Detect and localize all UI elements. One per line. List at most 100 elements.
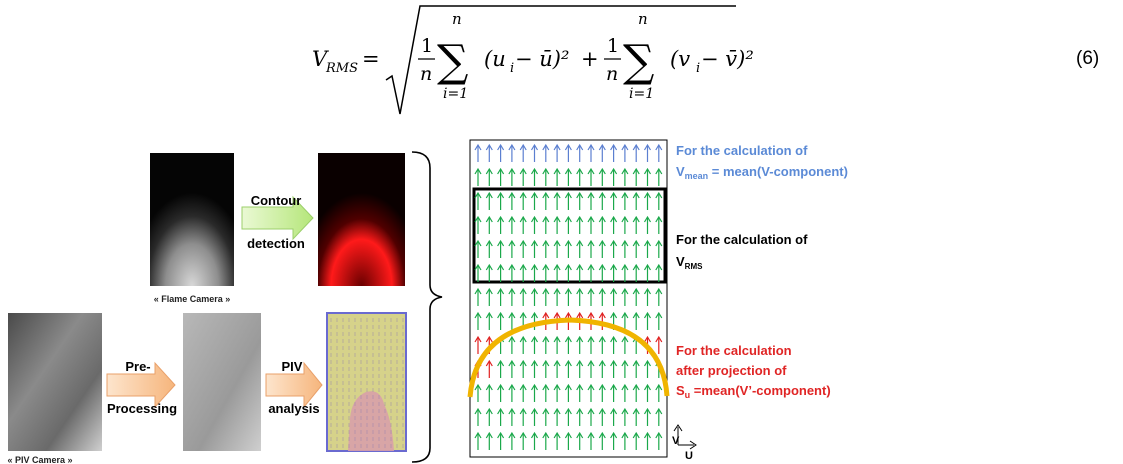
velocity-arrow — [598, 335, 606, 354]
velocity-arrow — [519, 431, 527, 450]
velocity-arrow — [519, 239, 527, 258]
flame-camera-image — [150, 153, 234, 286]
velocity-arrow — [553, 383, 561, 402]
velocity-arrow — [508, 407, 516, 426]
piv-analysis-arrow — [265, 361, 323, 409]
velocity-arrow — [598, 359, 606, 378]
velocity-arrow — [564, 383, 572, 402]
piv-label-1: PIV — [282, 359, 303, 374]
velocity-arrow — [576, 359, 584, 378]
velocity-arrow — [587, 287, 595, 306]
velocity-arrow — [643, 167, 652, 186]
velocity-arrow — [530, 407, 539, 426]
velocity-arrow — [564, 239, 572, 258]
velocity-arrow — [598, 263, 606, 282]
velocity-arrow — [542, 383, 550, 402]
velocity-arrow — [508, 143, 516, 162]
velocity-arrow — [643, 239, 652, 258]
velocity-arrow — [485, 167, 493, 186]
su-label-line2: after projection of — [676, 363, 787, 378]
velocity-arrow — [655, 167, 663, 186]
velocity-arrow — [553, 143, 561, 162]
velocity-arrow — [643, 191, 652, 210]
velocity-arrow — [485, 311, 493, 330]
velocity-arrow — [530, 215, 539, 234]
velocity-arrow — [610, 167, 618, 186]
velocity-arrow — [474, 239, 482, 258]
velocity-arrow — [621, 239, 629, 258]
velocity-arrow — [621, 359, 629, 378]
velocity-arrow — [508, 431, 516, 450]
velocity-arrow — [530, 431, 539, 450]
eq-term1-rest: − ū)² — [515, 47, 569, 71]
velocity-arrow — [576, 335, 584, 354]
velocity-arrow — [530, 167, 539, 186]
velocity-arrow — [474, 167, 482, 186]
velocity-arrow — [542, 407, 550, 426]
velocity-arrow — [576, 407, 584, 426]
velocity-arrow — [497, 287, 505, 306]
preproc-label-1: Pre- — [125, 359, 150, 374]
velocity-arrow — [542, 287, 550, 306]
velocity-arrow — [610, 431, 618, 450]
preprocessed-image — [183, 313, 261, 451]
velocity-arrow — [519, 383, 527, 402]
velocity-arrow — [508, 287, 516, 306]
velocity-arrow — [655, 239, 663, 258]
velocity-arrow — [598, 143, 606, 162]
velocity-arrow — [553, 431, 561, 450]
velocity-arrow — [497, 431, 505, 450]
eq-term2: (v — [670, 47, 690, 71]
velocity-arrow — [587, 191, 595, 210]
velocity-arrow — [519, 143, 527, 162]
velocity-arrow — [508, 263, 516, 282]
velocity-arrow — [621, 335, 629, 354]
contour-detection-arrow — [241, 195, 314, 241]
velocity-arrow — [564, 287, 572, 306]
velocity-arrow — [576, 215, 584, 234]
velocity-arrow — [587, 383, 595, 402]
velocity-arrow — [530, 383, 539, 402]
velocity-arrow — [508, 239, 516, 258]
arrow-field — [474, 143, 663, 450]
velocity-arrow — [655, 407, 663, 426]
velocity-arrow — [643, 143, 652, 162]
velocity-arrow — [508, 191, 516, 210]
velocity-arrow — [632, 239, 640, 258]
velocity-arrow — [497, 143, 505, 162]
piv-label-2: analysis — [268, 401, 319, 416]
velocity-arrow — [530, 191, 539, 210]
velocity-arrow — [497, 239, 505, 258]
velocity-arrow — [508, 383, 516, 402]
velocity-arrow — [610, 215, 618, 234]
velocity-arrow — [655, 215, 663, 234]
velocity-arrow — [621, 215, 629, 234]
velocity-arrow — [564, 143, 572, 162]
velocity-arrow — [530, 287, 539, 306]
velocity-arrow — [542, 143, 550, 162]
eq-sum1-sigma: ∑ — [437, 36, 468, 87]
velocity-arrow — [553, 287, 561, 306]
velocity-arrow — [632, 191, 640, 210]
velocity-arrow — [576, 191, 584, 210]
eq-frac1-num: 1 — [421, 35, 433, 57]
velocity-arrow — [621, 191, 629, 210]
eq-sum1-lower: i=1 — [443, 86, 468, 102]
velocity-arrow — [632, 431, 640, 450]
velocity-arrow — [564, 407, 572, 426]
velocity-arrow — [553, 359, 561, 378]
rms-label-line1: For the calculation of — [676, 232, 808, 247]
velocity-arrow — [610, 239, 618, 258]
velocity-arrow — [542, 167, 550, 186]
velocity-arrow — [519, 191, 527, 210]
velocity-arrow — [610, 143, 618, 162]
velocity-arrow — [621, 167, 629, 186]
top-bracket — [411, 151, 443, 463]
velocity-arrow — [598, 407, 606, 426]
velocity-arrow — [643, 311, 652, 330]
velocity-arrow — [655, 191, 663, 210]
velocity-arrow — [643, 407, 652, 426]
velocity-arrow — [474, 191, 482, 210]
velocity-arrow — [587, 359, 595, 378]
